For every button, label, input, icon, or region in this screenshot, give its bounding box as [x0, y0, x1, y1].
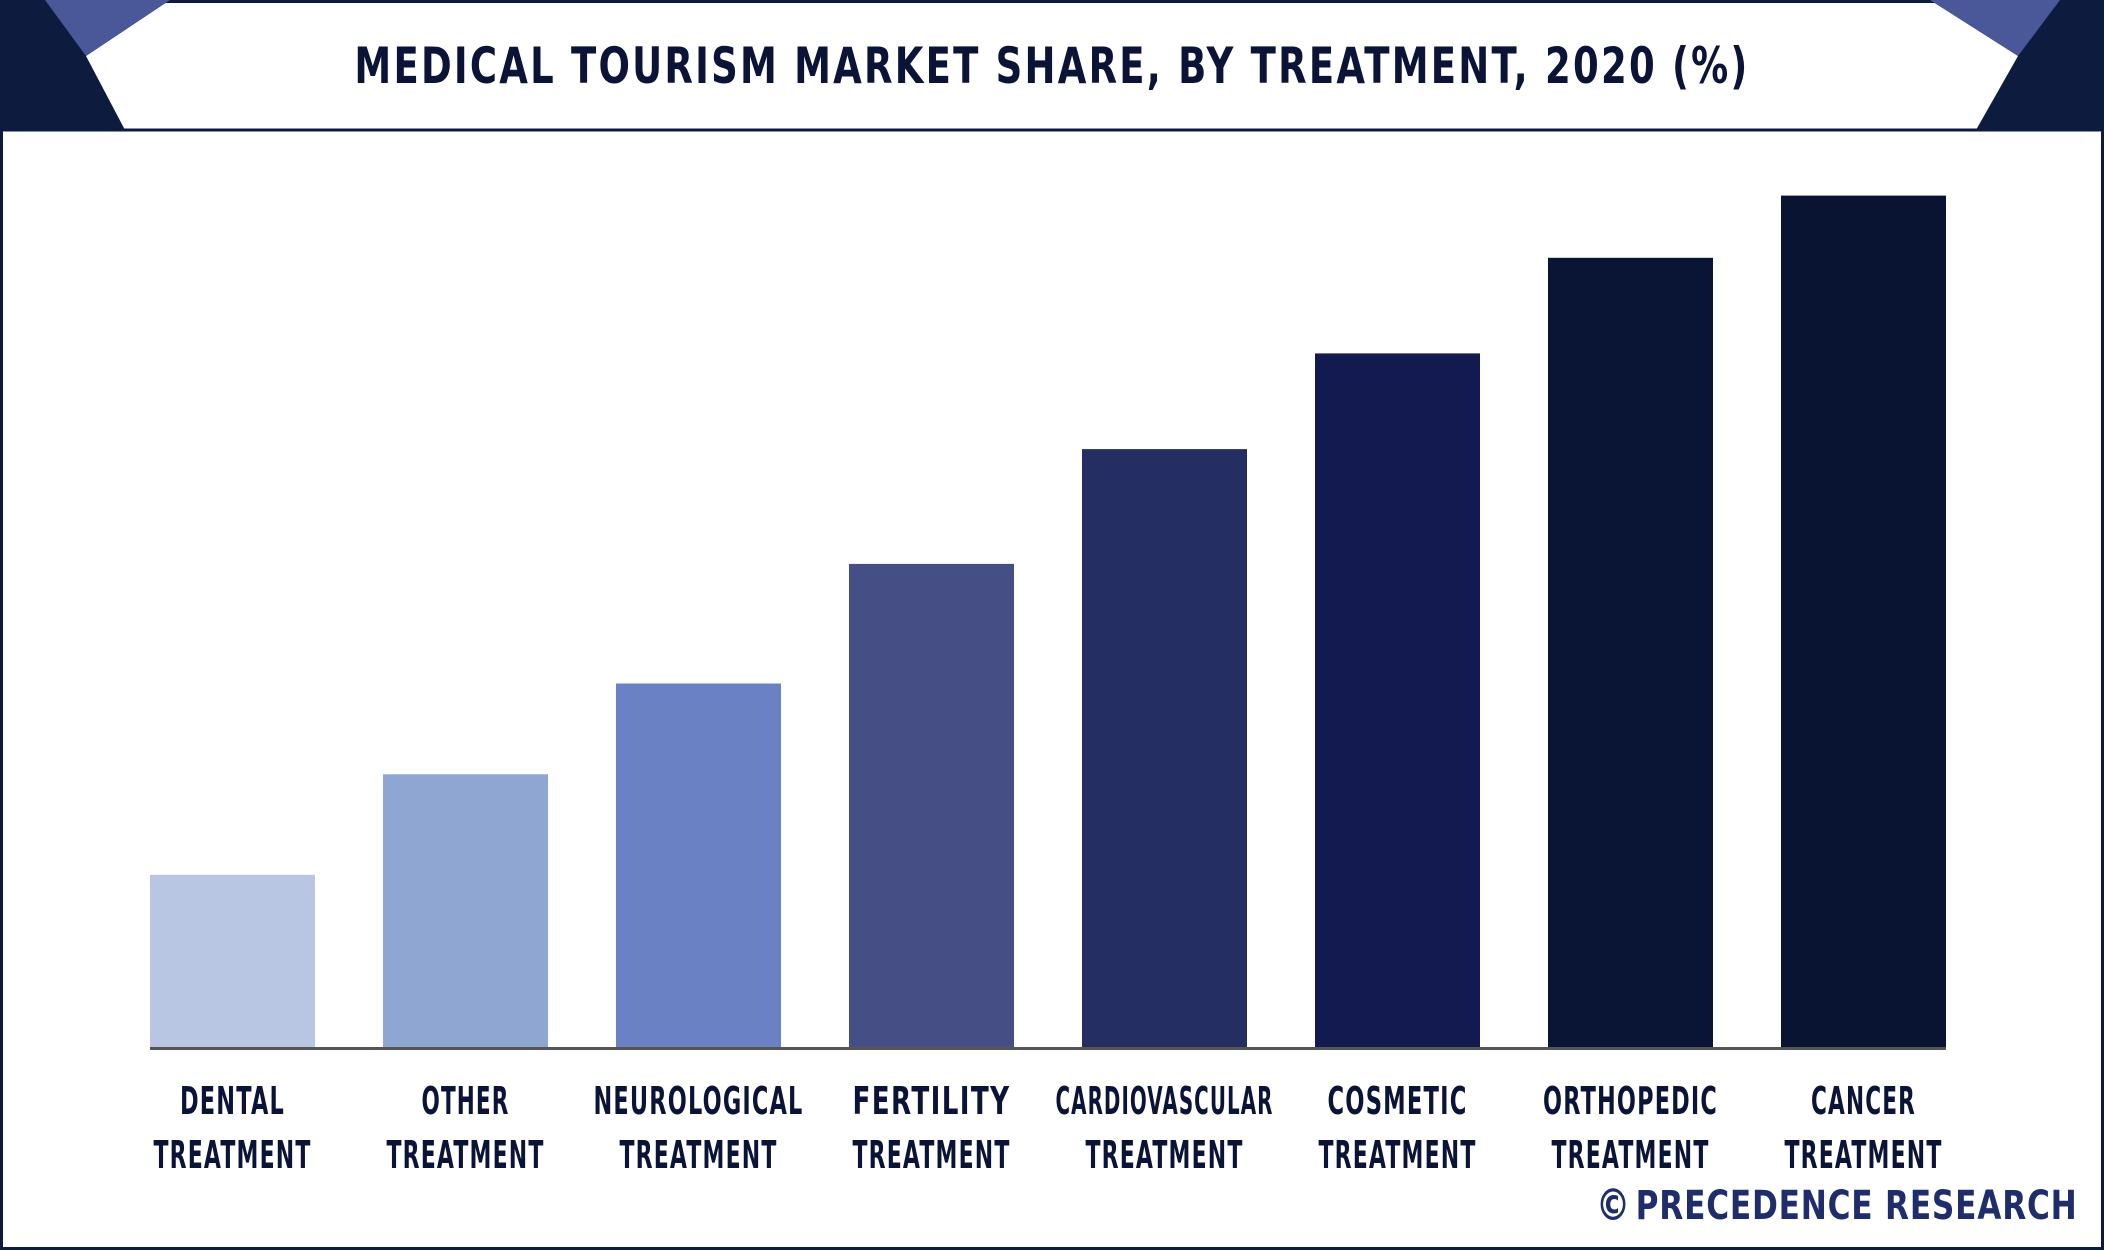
x-tick-label-orthopedic-line2: TREATMENT: [1552, 1133, 1710, 1177]
x-tick-label-dental-line2: TREATMENT: [154, 1133, 312, 1177]
chart-title: MEDICAL TOURISM MARKET SHARE, BY TREATME…: [354, 37, 1750, 95]
footer-brand: PRECEDENCE RESEARCH: [1636, 1183, 2078, 1229]
footer-credit: © PRECEDENCE RESEARCH: [1596, 1178, 2078, 1234]
header-right-dark-corner: [1930, 0, 2104, 130]
bar-cosmetic: [1315, 353, 1480, 1047]
chart-header: MEDICAL TOURISM MARKET SHARE, BY TREATME…: [0, 0, 2104, 132]
header-banner: [0, 0, 2104, 132]
x-tick-label-neurological-line1: NEUROLOGICAL: [594, 1079, 804, 1123]
x-tick-label-orthopedic-line1: ORTHOPEDIC: [1543, 1079, 1718, 1123]
header-right-accent-corner: [1930, 0, 2060, 56]
bars-group: [150, 195, 1946, 1048]
x-tick-label-cosmetic-line1: COSMETIC: [1328, 1079, 1468, 1123]
x-tick-label-other-line2: TREATMENT: [387, 1133, 545, 1177]
bar-dental: [150, 874, 315, 1047]
x-tick-labels-group: DENTAL TREATMENT OTHER TREATMENT NEUROLOGICA…: [154, 1079, 1943, 1177]
header-left-accent-corner: [45, 0, 170, 56]
bar-cardiovascular: [1082, 449, 1247, 1048]
bar-other: [383, 774, 548, 1047]
bar-orthopedic: [1548, 257, 1713, 1048]
x-tick-label-fertility-line1: FERTILITY: [853, 1079, 1011, 1123]
header-left-dark-corner: [0, 0, 170, 130]
x-tick-label-cardiovascular-line1: CARDIOVASCULAR: [1056, 1079, 1274, 1123]
x-tick-label-cosmetic-line2: TREATMENT: [1319, 1133, 1477, 1177]
x-tick-label-cardiovascular-line2: TREATMENT: [1086, 1133, 1244, 1177]
bar-fertility: [849, 563, 1014, 1047]
x-tick-label-cancer-line2: TREATMENT: [1785, 1133, 1943, 1177]
x-tick-label-fertility-line2: TREATMENT: [853, 1133, 1011, 1177]
x-tick-label-cancer-line1: CANCER: [1811, 1079, 1916, 1123]
x-tick-label-dental-line1: DENTAL: [180, 1079, 285, 1123]
x-tick-label-neurological-line2: TREATMENT: [620, 1133, 778, 1177]
x-tick-label-other-line1: OTHER: [422, 1079, 510, 1123]
bar-neurological: [616, 683, 781, 1047]
bar-cancer: [1781, 195, 1946, 1048]
copyright-icon: ©: [1596, 1180, 1632, 1231]
